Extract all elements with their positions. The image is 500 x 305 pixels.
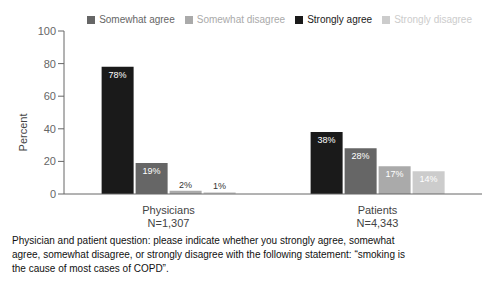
svg-text:PatientsN=4,343: PatientsN=4,343 <box>357 204 399 229</box>
html-text:Somewhat disagree: Somewhat disagree <box>196 14 286 25</box>
svg-text:Percent: Percent <box>17 114 29 152</box>
svg-text:60: 60 <box>44 90 56 102</box>
svg-text:19%: 19% <box>143 166 161 176</box>
html-text:Strongly disagree: Strongly disagree <box>394 14 472 25</box>
svg-text:0: 0 <box>50 188 56 200</box>
svg-text:80: 80 <box>44 58 56 70</box>
svg-text:1%: 1% <box>213 181 226 191</box>
svg-text:100: 100 <box>38 25 56 37</box>
svg-text:14%: 14% <box>420 174 438 184</box>
svg-text:38%: 38% <box>318 135 336 145</box>
svg-text:PhysiciansN=1,307: PhysiciansN=1,307 <box>142 204 195 229</box>
svg-text:2%: 2% <box>179 180 192 190</box>
svg-text:20: 20 <box>44 155 56 167</box>
html-text:Strongly agree: Strongly agree <box>307 14 373 25</box>
html-text:Somewhat agree: Somewhat agree <box>99 14 175 25</box>
svg-text:17%: 17% <box>386 169 404 179</box>
svg-text:78%: 78% <box>109 70 127 80</box>
svg-text:28%: 28% <box>352 151 370 161</box>
html-text:Physician and patient question: Physician and patient question: please i… <box>12 235 405 274</box>
svg-text:40: 40 <box>44 123 56 135</box>
